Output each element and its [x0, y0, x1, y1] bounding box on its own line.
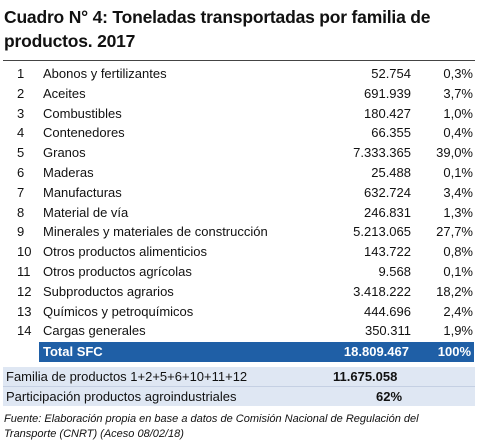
total-label: Total SFC	[43, 344, 103, 359]
source-footnote: Fuente: Elaboración propia en base a dat…	[4, 413, 419, 440]
participation-row: Participación productos agroindustriales…	[3, 386, 475, 406]
participation-label: Participación productos agroindustriales	[6, 389, 237, 404]
table-row: 8 Material de vía 246.831 1,3%	[3, 203, 475, 223]
row-number: 11	[17, 263, 31, 279]
row-number: 8	[17, 204, 25, 220]
row-number: 14	[17, 323, 32, 339]
family-sum-value: 11.675.058	[333, 369, 398, 384]
table-row: 10 Otros productos alimenticios 143.722 …	[3, 242, 475, 262]
share-percent: 1,3%	[443, 204, 473, 220]
row-number: 13	[17, 303, 32, 319]
row-number: 10	[17, 244, 32, 260]
row-number: 1	[17, 66, 25, 81]
header-divider	[3, 60, 475, 61]
tonnage-value: 632.724	[364, 184, 411, 200]
row-number: 9	[17, 224, 25, 240]
tonnage-value: 444.696	[364, 303, 411, 319]
row-number: 2	[17, 85, 25, 101]
row-number: 7	[17, 184, 25, 200]
row-number: 3	[17, 105, 25, 121]
product-family: Otros productos alimenticios	[43, 244, 208, 260]
product-family: Químicos y petroquímicos	[43, 303, 194, 319]
row-number: 4	[17, 125, 25, 141]
table-row: 2 Aceites 691.939 3,7%	[3, 84, 475, 104]
family-sum-label: Familia de productos 1+2+5+6+10+11+12	[6, 369, 248, 384]
share-percent: 2,4%	[443, 303, 473, 319]
data-table: 1 Abonos y fertilizantes 52.754 0,3% 2 A…	[3, 64, 475, 341]
table-row: 11 Otros productos agrícolas 9.568 0,1%	[3, 262, 475, 282]
share-percent: 1,0%	[443, 105, 473, 121]
row-number: 12	[17, 283, 32, 299]
family-sum-row: Familia de productos 1+2+5+6+10+11+12 11…	[3, 367, 475, 386]
tonnage-value: 9.568	[378, 263, 411, 279]
tonnage-value: 350.311	[364, 323, 411, 339]
table-row: 3 Combustibles 180.427 1,0%	[3, 104, 475, 124]
share-percent: 39,0%	[436, 145, 473, 161]
product-family: Combustibles	[43, 105, 122, 121]
share-percent: 3,7%	[443, 85, 473, 101]
table-title: Cuadro N° 4: Toneladas transportadas por…	[4, 7, 431, 51]
product-family: Otros productos agrícolas	[43, 263, 192, 279]
row-number: 5	[17, 145, 25, 161]
product-family: Cargas generales	[43, 323, 146, 339]
tonnage-value: 246.831	[364, 204, 411, 220]
product-family: Maderas	[43, 164, 94, 180]
product-family: Material de vía	[43, 204, 129, 220]
summary-block: Familia de productos 1+2+5+6+10+11+12 11…	[3, 367, 475, 406]
product-family: Minerales y materiales de construcción	[43, 224, 268, 240]
product-family: Contenedores	[43, 125, 125, 141]
table-row: 5 Granos 7.333.365 39,0%	[3, 143, 475, 163]
product-family: Manufacturas	[43, 184, 122, 200]
table-row: 13 Químicos y petroquímicos 444.696 2,4%	[3, 302, 475, 322]
tonnage-value: 7.333.365	[353, 145, 411, 161]
participation-percent: 62%	[376, 389, 403, 404]
table-row: 1 Abonos y fertilizantes 52.754 0,3%	[3, 64, 475, 84]
table-row: 4 Contenedores 66.355 0,4%	[3, 123, 475, 143]
share-percent: 1,9%	[443, 323, 473, 339]
table-row: 12 Subproductos agrarios 3.418.222 18,2%	[3, 282, 475, 302]
product-family: Granos	[43, 145, 86, 161]
share-percent: 3,4%	[443, 184, 473, 200]
tonnage-value: 3.418.222	[353, 283, 411, 299]
tonnage-value: 180.427	[364, 105, 411, 121]
product-family: Subproductos agrarios	[43, 283, 174, 299]
tonnage-value: 691.939	[364, 85, 411, 101]
product-family: Aceites	[43, 85, 86, 101]
tonnage-value: 5.213.065	[353, 224, 411, 240]
share-percent: 0,8%	[443, 244, 473, 260]
total-percent: 100%	[437, 344, 471, 359]
tonnage-value: 25.488	[371, 164, 411, 180]
table-row: 14 Cargas generales 350.311 1,9%	[3, 321, 475, 341]
table-row: 7 Manufacturas 632.724 3,4%	[3, 183, 475, 203]
table-row: 6 Maderas 25.488 0,1%	[3, 163, 475, 183]
share-percent: 18,2%	[436, 283, 473, 299]
product-family: Abonos y fertilizantes	[43, 66, 167, 81]
tonnage-value: 143.722	[364, 244, 411, 260]
total-row: Total SFC 18.809.467 100%	[39, 342, 474, 362]
share-percent: 27,7%	[436, 224, 473, 240]
share-percent: 0,4%	[443, 125, 473, 141]
tonnage-value: 66.355	[371, 125, 411, 141]
share-percent: 0,1%	[443, 164, 473, 180]
share-percent: 0,1%	[443, 263, 473, 279]
tonnage-value: 52.754	[371, 66, 411, 81]
share-percent: 0,3%	[443, 66, 473, 81]
table-row: 9 Minerales y materiales de construcción…	[3, 222, 475, 242]
total-value: 18.809.467	[343, 344, 409, 359]
row-number: 6	[17, 164, 25, 180]
